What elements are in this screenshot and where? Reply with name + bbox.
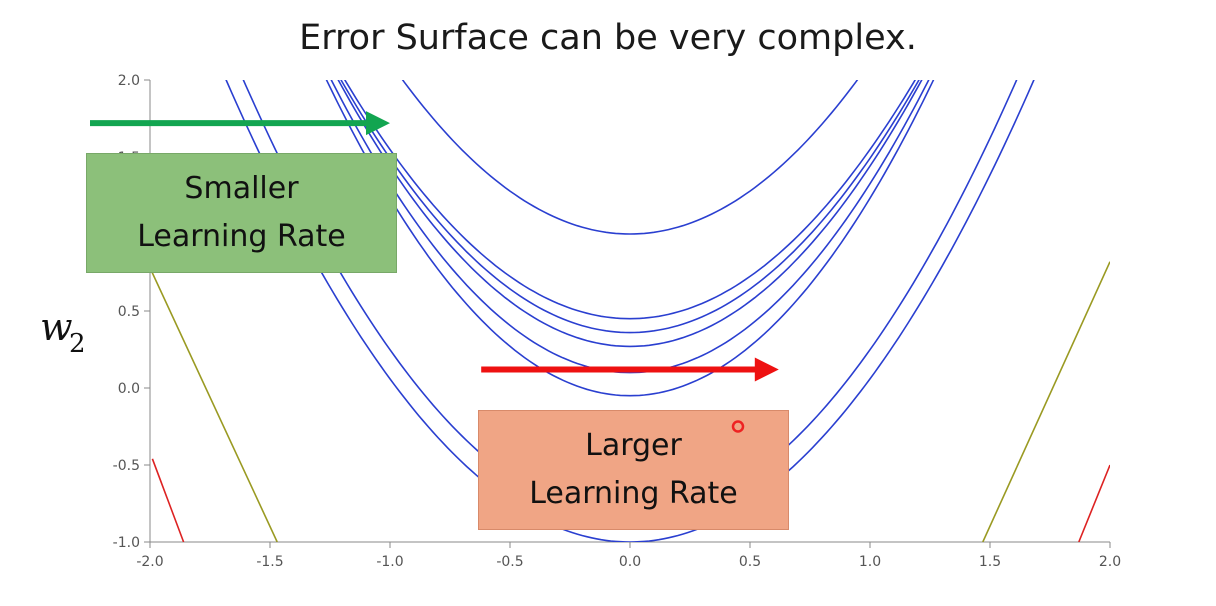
larger-arrow bbox=[481, 357, 779, 382]
boundary-line bbox=[982, 261, 1110, 542]
contour-line bbox=[325, 80, 935, 397]
smaller-box-line-2: Learning Rate bbox=[137, 219, 346, 254]
x-tick-label: -1.0 bbox=[376, 554, 403, 570]
contour-line bbox=[330, 80, 930, 374]
contour-line bbox=[401, 80, 859, 235]
x-tick-label: -1.5 bbox=[256, 554, 283, 570]
y-axis-label: w 2 bbox=[40, 305, 86, 359]
larger-box-line-1: Larger bbox=[585, 428, 682, 463]
larger-box-line-2: Learning Rate bbox=[529, 476, 738, 511]
smaller-arrow-head bbox=[366, 111, 390, 136]
y-tick-label: 0.5 bbox=[118, 304, 140, 320]
x-tick-label: 0.5 bbox=[739, 554, 761, 570]
y-tick-label: 0.0 bbox=[118, 381, 140, 397]
x-tick-label: 1.0 bbox=[859, 554, 881, 570]
slide-title: Error Surface can be very complex. bbox=[299, 18, 917, 58]
larger-learning-rate-box: Larger Learning Rate bbox=[478, 410, 789, 530]
boundary-line bbox=[150, 267, 278, 542]
smaller-box-line-1: Smaller bbox=[184, 171, 299, 206]
x-tick-label: -2.0 bbox=[136, 554, 163, 570]
arrows bbox=[90, 111, 779, 382]
larger-arrow-head bbox=[754, 357, 779, 382]
contour-line bbox=[337, 80, 923, 348]
x-tick-label: 1.5 bbox=[979, 554, 1001, 570]
x-tick-label: -0.5 bbox=[496, 554, 523, 570]
y-axis-label-w: w bbox=[40, 305, 73, 349]
boundary-line bbox=[1078, 464, 1110, 542]
x-tick-label: 0.0 bbox=[619, 554, 641, 570]
extra-lines bbox=[150, 261, 1110, 542]
x-tick-label: 2.0 bbox=[1099, 554, 1121, 570]
contour-line bbox=[340, 80, 920, 334]
smaller-learning-rate-box: Smaller Learning Rate bbox=[86, 153, 397, 273]
boundary-line bbox=[151, 458, 185, 542]
y-tick-label: 2.0 bbox=[118, 73, 140, 89]
y-tick-label: -1.0 bbox=[113, 535, 140, 551]
y-axis-label-subscript: 2 bbox=[69, 329, 86, 359]
y-tick-label: -0.5 bbox=[113, 458, 140, 474]
contour-line bbox=[343, 80, 917, 320]
smaller-arrow bbox=[90, 111, 390, 136]
